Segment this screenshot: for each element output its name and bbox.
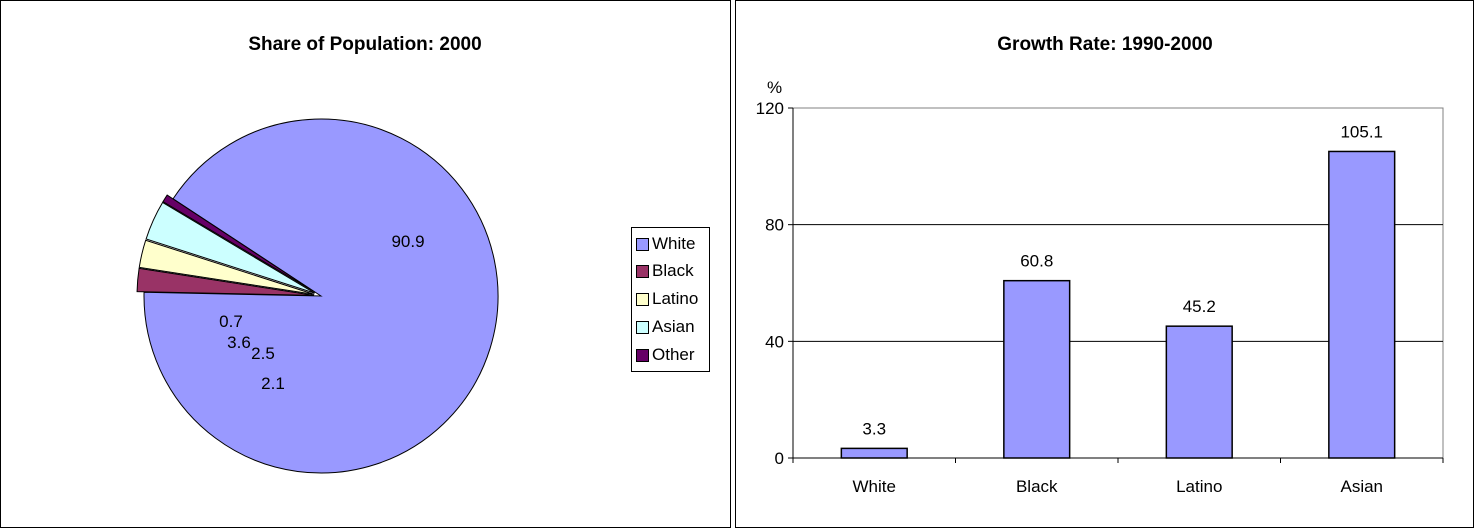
legend-swatch [636, 237, 649, 251]
legend-label: Latino [652, 289, 699, 308]
legend-label: Other [652, 345, 695, 364]
pie-data-label-black: 2.1 [261, 374, 285, 393]
pie-slice-asian [145, 201, 315, 294]
pie-data-label-other: 0.7 [219, 312, 243, 331]
bar-black [1003, 279, 1071, 459]
bar-data-labels: 3.3 60.8 45.2 105.1 [862, 122, 1383, 438]
legend-swatch [636, 348, 649, 362]
pie-chart-title: Share of Population: 2000 [248, 34, 481, 55]
pie-data-label-white: 90.9 [391, 232, 424, 251]
bar-latino [1165, 325, 1233, 459]
legend-item-asian: Asian [636, 316, 695, 338]
legend-item-other: Other [636, 344, 695, 366]
legend-swatch [636, 264, 649, 278]
pie-slice-black [136, 267, 315, 296]
y-tick-label: 120 [756, 99, 784, 118]
legend-swatch [636, 320, 649, 334]
pie-slice-white [143, 118, 499, 474]
bar-chart-panel: Growth Rate: 1990-2000 % 0 40 80 120 White Bl… [735, 0, 1474, 528]
legend-item-black: Black [636, 260, 694, 282]
bar-data-label-asian: 105.1 [1340, 122, 1383, 141]
y-tick-label: 0 [775, 449, 784, 468]
bar-data-label-white: 3.3 [862, 419, 886, 438]
pie-legend: White Black Latino Asian Other [631, 227, 710, 372]
axes [788, 107, 1444, 463]
pie-data-label-asian: 3.6 [227, 333, 251, 352]
bars [840, 150, 1396, 459]
pie-chart-panel: Share of Population: 2000 90.9 2.1 2.5 3.6 0… [0, 0, 731, 528]
bar-chart: Growth Rate: 1990-2000 % 0 40 80 120 White Bl… [756, 34, 1444, 496]
x-tick-label-latino: Latino [1176, 477, 1222, 496]
pie-chart: Share of Population: 2000 90.9 2.1 2.53.6 0… [136, 34, 499, 474]
bar-white [840, 447, 908, 459]
y-tick-label: 80 [765, 216, 784, 235]
pie-slice-other [162, 194, 316, 293]
bar-data-label-latino: 45.2 [1183, 297, 1216, 316]
x-tick-label-asian: Asian [1340, 477, 1383, 496]
legend-label: Asian [652, 317, 695, 336]
legend-item-white: White [636, 233, 695, 255]
pie-slices [136, 118, 499, 474]
y-axis-label: % [767, 78, 782, 97]
x-tick-label-white: White [853, 477, 896, 496]
legend-item-latino: Latino [636, 288, 698, 310]
bar-asian [1328, 150, 1396, 459]
tick-labels: 0 40 80 120 White Black Latino Asian [756, 99, 1383, 496]
legend-label: White [652, 234, 696, 253]
pie-slice-latino [138, 239, 315, 295]
pie-data-label-latino: 2.5 [251, 344, 275, 363]
pie-data-labels: 90.9 2.1 2.53.6 0.7 [219, 232, 424, 393]
legend-swatch [636, 292, 649, 306]
x-tick-label-black: Black [1016, 477, 1058, 496]
bar-chart-title: Growth Rate: 1990-2000 [997, 34, 1212, 55]
legend-label: Black [652, 261, 694, 280]
y-tick-label: 40 [765, 332, 784, 351]
bar-data-label-black: 60.8 [1020, 252, 1053, 271]
